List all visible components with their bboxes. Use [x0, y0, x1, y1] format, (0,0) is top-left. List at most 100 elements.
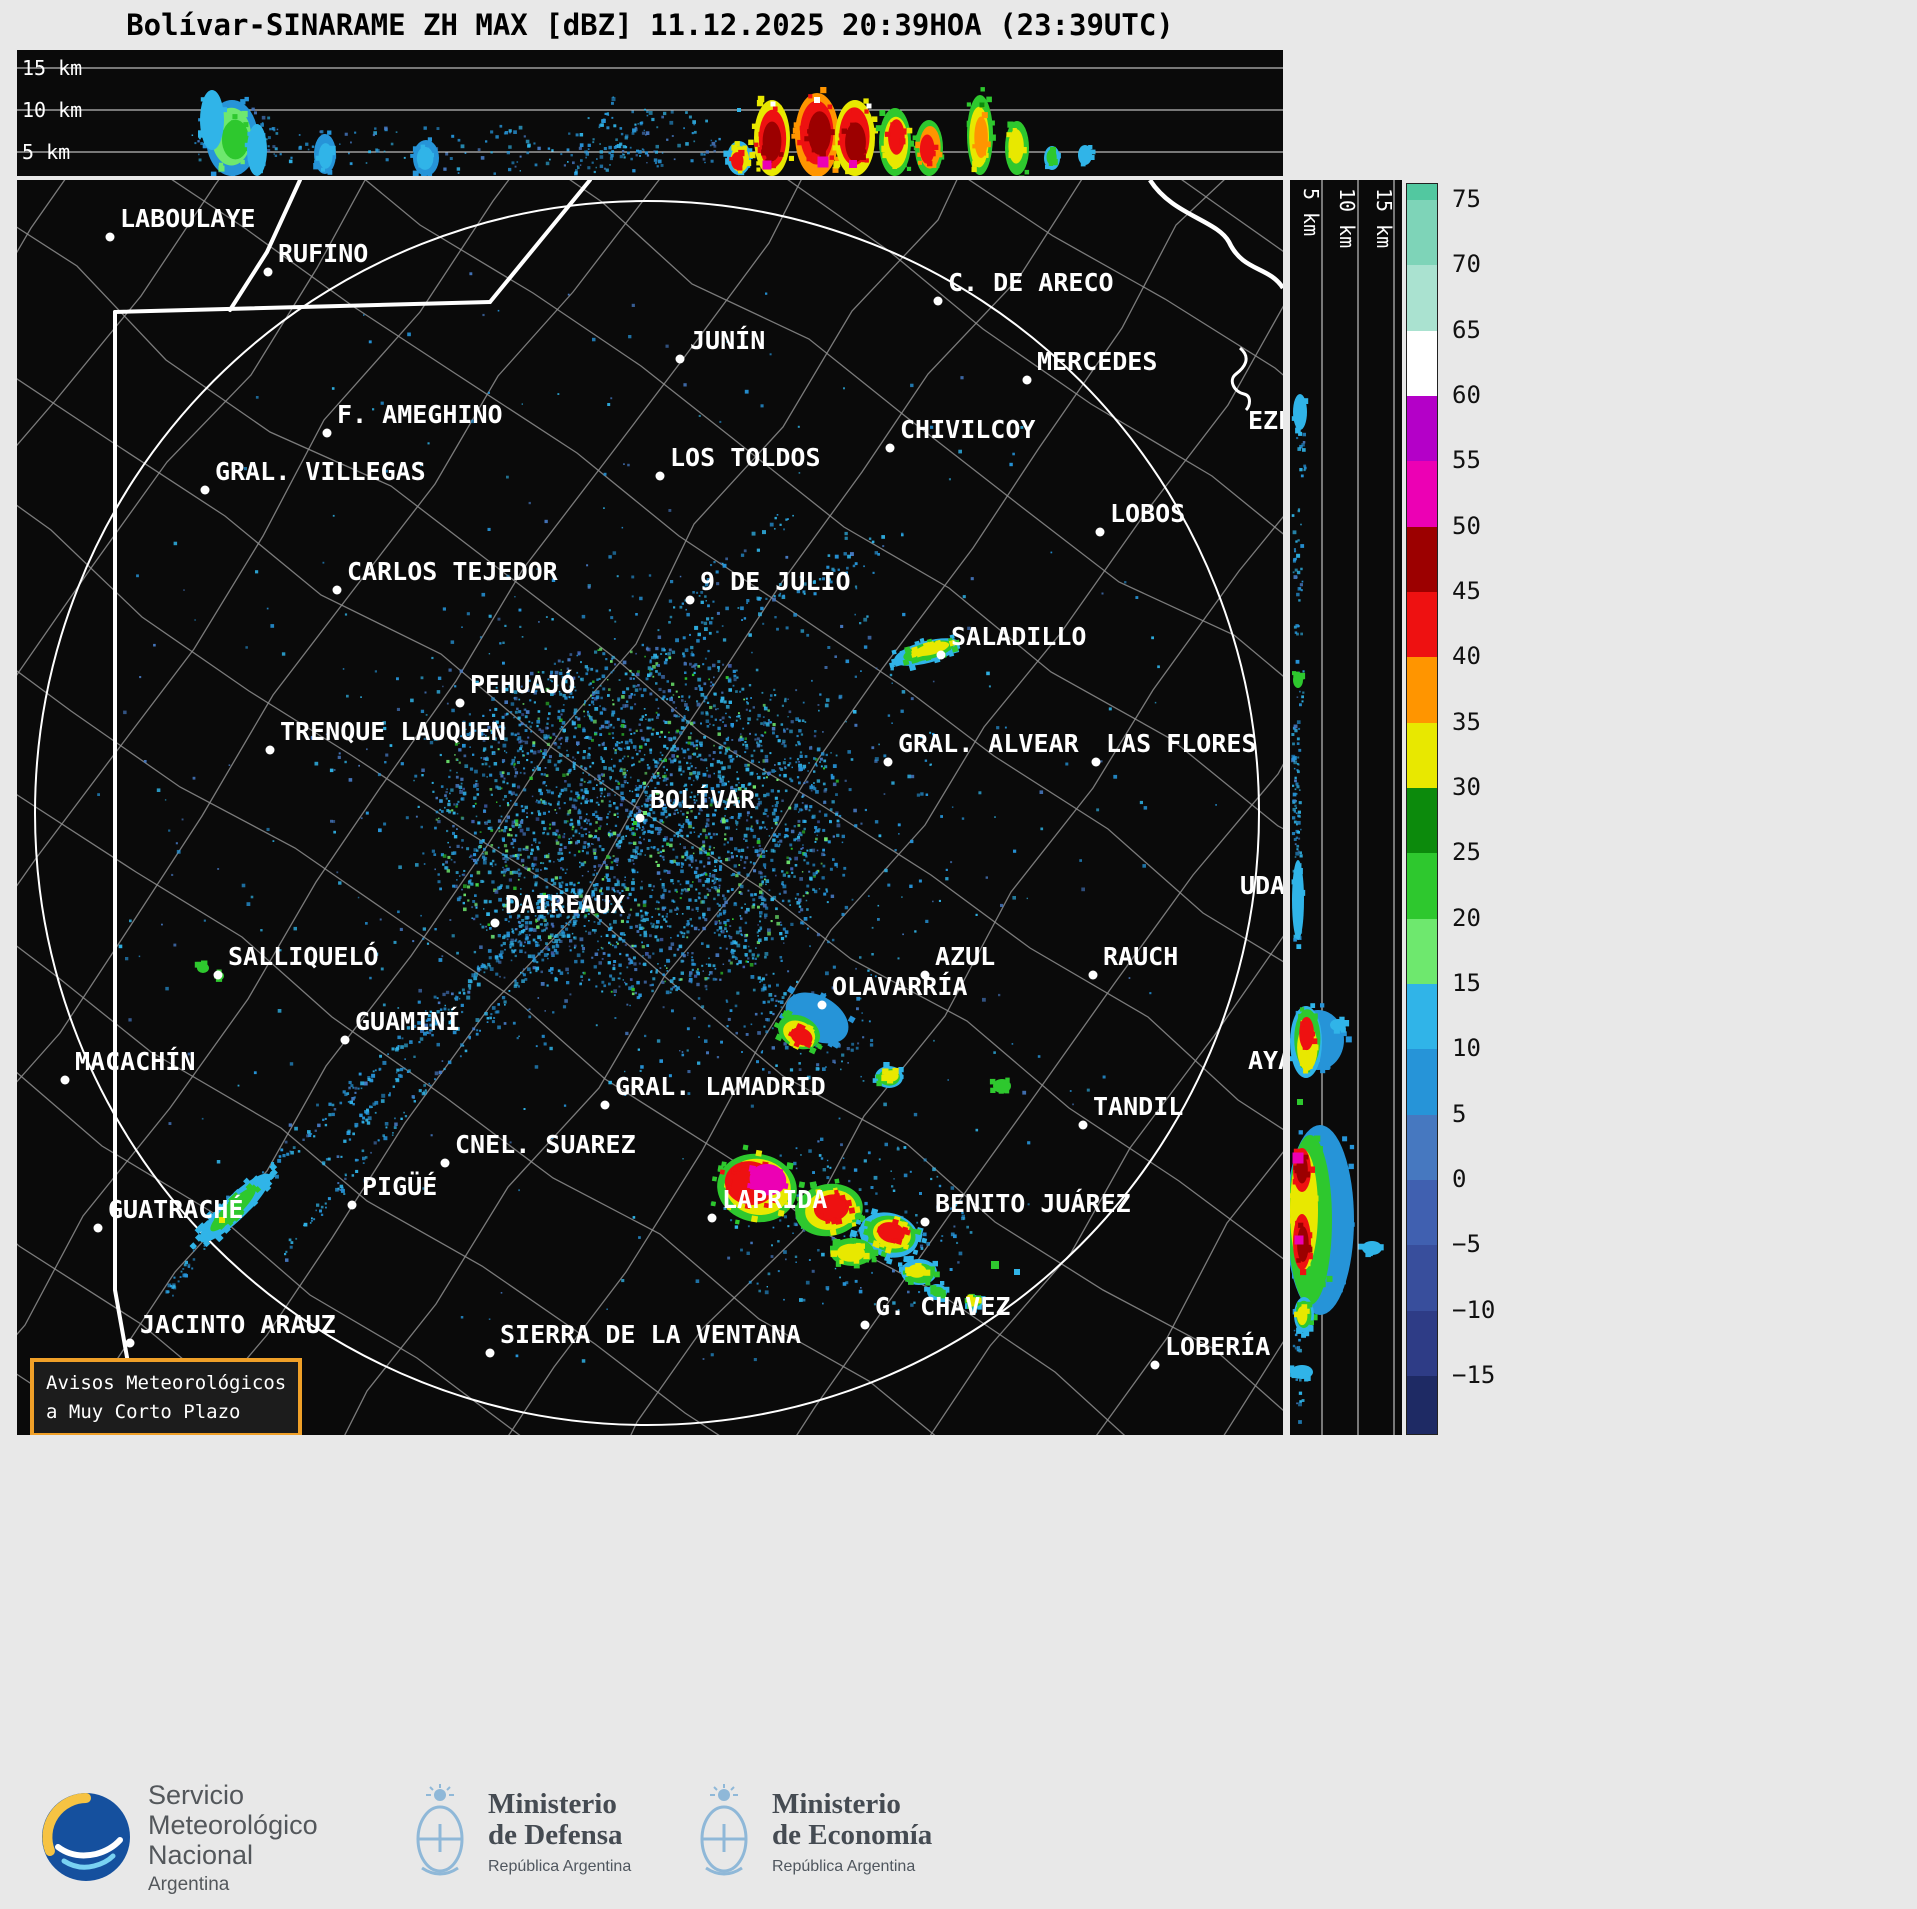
- colorbar-band: [1407, 526, 1437, 593]
- cross-section-echoes: [191, 87, 1096, 176]
- storm-cell: [989, 1077, 1011, 1094]
- radar-echoes-layer: [97, 272, 1217, 1363]
- city-dot: [485, 1348, 495, 1358]
- smn-name-line2: Meteorológico: [148, 1810, 318, 1841]
- city-dot: [200, 485, 210, 495]
- cross-section-side-panel: 5 km 10 km 15 km: [1290, 180, 1402, 1435]
- defensa-line1: Ministerio: [488, 1787, 617, 1820]
- economia-line2: de Economía: [772, 1818, 933, 1851]
- storm-cell: [832, 98, 878, 176]
- storm-cell: [1358, 1241, 1384, 1258]
- colorbar-tick-label: 55: [1452, 446, 1481, 475]
- colorbar-band: [1407, 1245, 1437, 1312]
- coat-of-arms-icon: [416, 1784, 464, 1876]
- colorbar-tick-label: 25: [1452, 838, 1481, 867]
- city-dot: [936, 650, 946, 660]
- city-dot: [105, 232, 115, 242]
- city-label: C. DE ARECO: [948, 268, 1114, 297]
- cross-section-top-svg: [17, 67, 1283, 176]
- city-label: EZEIZA: [1248, 406, 1283, 435]
- economia-line1: Ministerio: [772, 1787, 901, 1820]
- altitude-label-5km: 5 km: [22, 140, 71, 164]
- advisory-box[interactable]: Avisos Meteorológicos a Muy Corto Plazo: [30, 1358, 303, 1435]
- colorbar-band: [1407, 853, 1437, 920]
- colorbar-tick-label: −15: [1452, 1360, 1496, 1389]
- storm-cell: [1290, 1365, 1313, 1382]
- storm-cell: [1290, 1003, 1322, 1078]
- defensa-line2: de Defensa: [488, 1818, 623, 1851]
- storm-cell: [1330, 1016, 1350, 1034]
- altitude-label-10km-side: 10 km: [1335, 188, 1359, 249]
- cross-section-top-panel: 15 km 10 km 5 km: [17, 50, 1283, 176]
- storm-cell: [1291, 860, 1306, 949]
- colorbar-band: [1407, 461, 1437, 528]
- city-label: OLAVARRÍA: [832, 972, 967, 1001]
- storm-cell: [1078, 145, 1096, 167]
- city-dot: [125, 1338, 135, 1348]
- city-label: G. CHAVEZ: [875, 1292, 1010, 1321]
- colorbar-tick-label: 5: [1452, 1099, 1467, 1128]
- city-dot: [347, 1200, 357, 1210]
- altitude-label-15km: 15 km: [22, 56, 83, 80]
- storm-cell: [1291, 394, 1309, 436]
- colorbar-tick-label: −5: [1452, 1230, 1481, 1259]
- city-dot: [1095, 527, 1105, 537]
- city-label: CNEL. SUAREZ: [455, 1130, 636, 1159]
- city-dot: [860, 1320, 870, 1330]
- colorbar-band: [1407, 722, 1437, 789]
- colorbar-band: [1407, 1375, 1437, 1434]
- city-label: GRAL. VILLEGAS: [215, 457, 426, 486]
- colorbar-tick-label: −10: [1452, 1295, 1496, 1324]
- storm-cell: [710, 1144, 806, 1225]
- city-dot: [455, 698, 465, 708]
- storm-cell: [244, 124, 267, 176]
- storm-cell: [313, 130, 337, 175]
- storm-cell: [1292, 671, 1306, 688]
- city-dot: [263, 267, 273, 277]
- city-label: PIGÜÉ: [362, 1171, 437, 1201]
- colorbar-tick-label: 35: [1452, 707, 1481, 736]
- storm-cell: [794, 1178, 866, 1237]
- storm-cell: [872, 1062, 904, 1088]
- advisory-line1: Avisos Meteorológicos: [46, 1372, 287, 1394]
- smn-name-line3: Nacional: [148, 1840, 254, 1871]
- page-title: Bolívar-SINARAME ZH MAX [dBZ] 11.12.2025…: [126, 8, 1174, 42]
- city-label: F. AMEGHINO: [337, 400, 503, 429]
- city-dot: [920, 1217, 930, 1227]
- storm-cell: [830, 1237, 879, 1269]
- city-label: CARLOS TEJEDOR: [347, 557, 559, 586]
- city-label: TANDIL: [1093, 1092, 1183, 1121]
- defensa-sub: República Argentina: [488, 1858, 632, 1876]
- colorbar-band: [1407, 1179, 1437, 1246]
- city-dot: [600, 1100, 610, 1110]
- colorbar-tick-label: 45: [1452, 576, 1481, 605]
- colorbar-band: [1407, 657, 1437, 724]
- city-dot: [933, 296, 943, 306]
- city-label: MACACHÍN: [75, 1047, 195, 1076]
- storm-cell: [889, 634, 961, 672]
- radar-range-circle: [34, 200, 1260, 1426]
- colorbar-band: [1407, 787, 1437, 854]
- city-dot: [635, 813, 645, 823]
- city-label: GRAL. LAMADRID: [615, 1072, 826, 1101]
- storm-cell: [1294, 1297, 1314, 1338]
- smn-name-line1: Servicio: [148, 1780, 245, 1810]
- cross-section-echoes: [1290, 394, 1384, 1424]
- colorbar-tick-label: 15: [1452, 968, 1481, 997]
- colorbar-band: [1407, 330, 1437, 397]
- storm-cell: [194, 960, 209, 973]
- city-dot: [490, 918, 500, 928]
- colorbar-tick-label: 0: [1452, 1164, 1467, 1193]
- city-label: GUATRACHÉ: [108, 1195, 243, 1224]
- colorbar-tick-label: 65: [1452, 315, 1481, 344]
- city-dot: [93, 1223, 103, 1233]
- altitude-label-10km: 10 km: [22, 98, 83, 122]
- city-label: RAUCH: [1103, 942, 1178, 971]
- colorbar-tick-label: 75: [1452, 185, 1481, 213]
- city-label: LABOULAYE: [120, 204, 255, 233]
- city-dot: [440, 1158, 450, 1168]
- economia-logo-block: Ministerio de Economía República Argenti…: [692, 1782, 932, 1882]
- storm-cell: [1044, 146, 1061, 170]
- storm-cell: [898, 1255, 940, 1286]
